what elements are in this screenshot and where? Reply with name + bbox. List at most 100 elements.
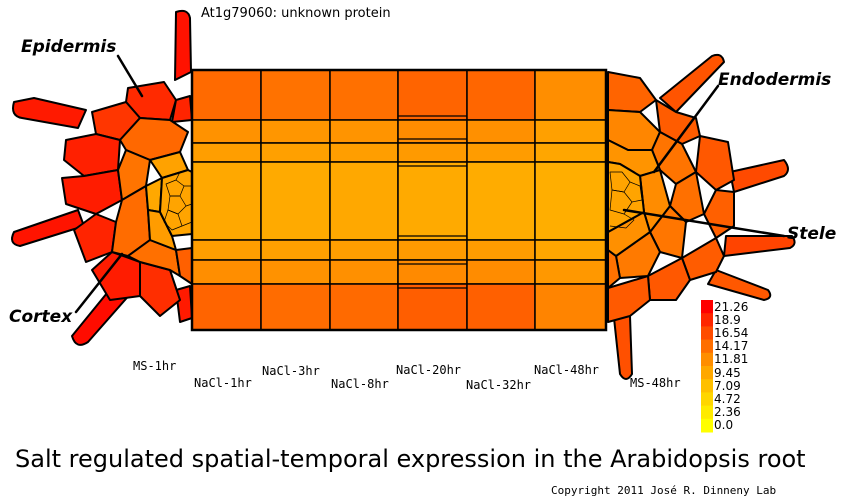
condition-label-nacl-48hr: NaCl-48hr — [534, 363, 600, 377]
right-epidermis-cell-7 — [607, 275, 651, 323]
right-stele-cell-mesh — [609, 171, 643, 229]
right-epidermis-hair-top — [659, 53, 725, 113]
grid-cell — [466, 239, 536, 261]
grid-cell — [329, 119, 399, 144]
left-root-section — [11, 9, 193, 346]
color-scale-value: 11.81 — [714, 352, 749, 367]
grid-cell — [191, 119, 262, 144]
left-epidermis-hair-top — [174, 9, 192, 81]
left-epidermis-hair-left — [11, 209, 85, 247]
grid-cell — [397, 239, 468, 261]
grid-cell — [329, 259, 399, 285]
grid-cell — [191, 283, 262, 331]
color-scale-value: 14.17 — [714, 339, 749, 354]
epidermis-pointer — [116, 54, 144, 98]
grid-cell — [329, 142, 399, 163]
grid-cell — [397, 161, 468, 241]
color-scale-swatch — [701, 300, 713, 314]
right-epidermis-cell-1 — [607, 71, 657, 113]
condition-label-nacl-1hr: NaCl-1hr — [194, 376, 252, 390]
color-scale-swatch — [701, 418, 713, 433]
grid-cell — [329, 239, 399, 261]
grid-cell — [466, 283, 536, 331]
left-epidermis-cell-7 — [139, 261, 181, 317]
tissue-label-cortex: Cortex — [9, 307, 73, 327]
grid-cell — [534, 259, 607, 285]
condition-label-ms-48hr: MS-48hr — [630, 376, 681, 390]
tissue-label-stele: Stele — [787, 224, 837, 244]
color-scale-swatch — [701, 326, 713, 341]
color-scale-value: 2.36 — [714, 405, 741, 420]
grid-cell — [534, 161, 607, 241]
grid-cell — [191, 161, 262, 241]
color-scale-value: 18.9 — [714, 312, 741, 327]
left-epidermis-cell-3 — [63, 133, 121, 177]
grid-cell — [191, 259, 262, 285]
grid-cell — [466, 142, 536, 163]
grid-cell — [534, 119, 607, 144]
grid-cell — [534, 239, 607, 261]
left-cortex-cell-5 — [175, 247, 193, 285]
right-epidermis-cell-3 — [695, 135, 735, 191]
grid-cell — [466, 69, 536, 121]
right-epidermis-hair-right — [729, 159, 789, 193]
grid-cell — [466, 161, 536, 241]
color-scale-swatch — [701, 339, 713, 354]
grid-cell — [397, 283, 468, 331]
copyright-notice: Copyright 2011 José R. Dinneny Lab — [551, 484, 777, 497]
grid-cell — [329, 161, 399, 241]
tissue-label-endodermis: Endodermis — [718, 70, 832, 90]
color-scale-value: 7.09 — [714, 378, 741, 393]
stele-pointer — [622, 208, 786, 238]
grid-cell — [260, 259, 331, 285]
grid-cell — [191, 239, 262, 261]
label-pointers — [74, 54, 786, 314]
right-epidermis-hair-lowright — [707, 269, 772, 301]
grid-cell — [260, 239, 331, 261]
right-epidermis-hair-right2 — [723, 235, 796, 257]
condition-label-nacl-8hr: NaCl-8hr — [331, 377, 389, 391]
grid-cell — [534, 283, 607, 331]
grid-cell — [329, 69, 399, 121]
color-scale-value: 21.26 — [714, 299, 749, 314]
color-scale-swatch — [701, 366, 713, 380]
color-scale-swatch — [701, 379, 713, 393]
grid-cell — [260, 119, 331, 144]
grid-cell — [260, 142, 331, 163]
left-epidermis-hair-upperleft — [12, 97, 87, 129]
color-scale-swatch — [701, 352, 713, 367]
grid-cell — [534, 69, 607, 121]
left-epidermis-cell-4 — [61, 169, 123, 215]
color-scale — [701, 300, 713, 433]
right-cortex-cell-3 — [669, 171, 705, 223]
color-scale-swatch — [701, 313, 713, 327]
grid-cell — [329, 283, 399, 331]
condition-label-nacl-3hr: NaCl-3hr — [262, 364, 320, 378]
color-scale-value: 4.72 — [714, 391, 741, 406]
condition-label-nacl-20hr: NaCl-20hr — [396, 363, 462, 377]
color-scale-value: 0.0 — [714, 418, 734, 433]
color-scale-swatch — [701, 405, 713, 420]
left-epidermis-hair-bottom2 — [175, 285, 193, 323]
right-epidermis-cell-5 — [681, 237, 725, 281]
condition-label-ms-1hr: MS-1hr — [133, 359, 177, 373]
right-epidermis-cell-6 — [647, 257, 691, 301]
expression-grid — [190, 68, 608, 332]
right-root-section — [607, 53, 796, 380]
grid-cell — [260, 69, 331, 121]
figure-caption: Salt regulated spatial-temporal expressi… — [15, 445, 806, 473]
right-stele — [607, 161, 645, 233]
color-scale-swatch — [701, 392, 713, 407]
condition-label-nacl-32hr: NaCl-32hr — [466, 378, 532, 392]
cortex-pointer — [74, 252, 124, 314]
endodermis-pointer — [652, 84, 720, 174]
gene-label: At1g79060: unknown protein — [201, 6, 391, 21]
color-scale-value: 16.54 — [714, 325, 749, 340]
grid-cell — [466, 119, 536, 144]
right-epidermis-hair-bottom — [613, 315, 633, 380]
grid-cell — [534, 142, 607, 163]
tissue-label-epidermis: Epidermis — [21, 37, 117, 57]
grid-cell — [466, 259, 536, 285]
